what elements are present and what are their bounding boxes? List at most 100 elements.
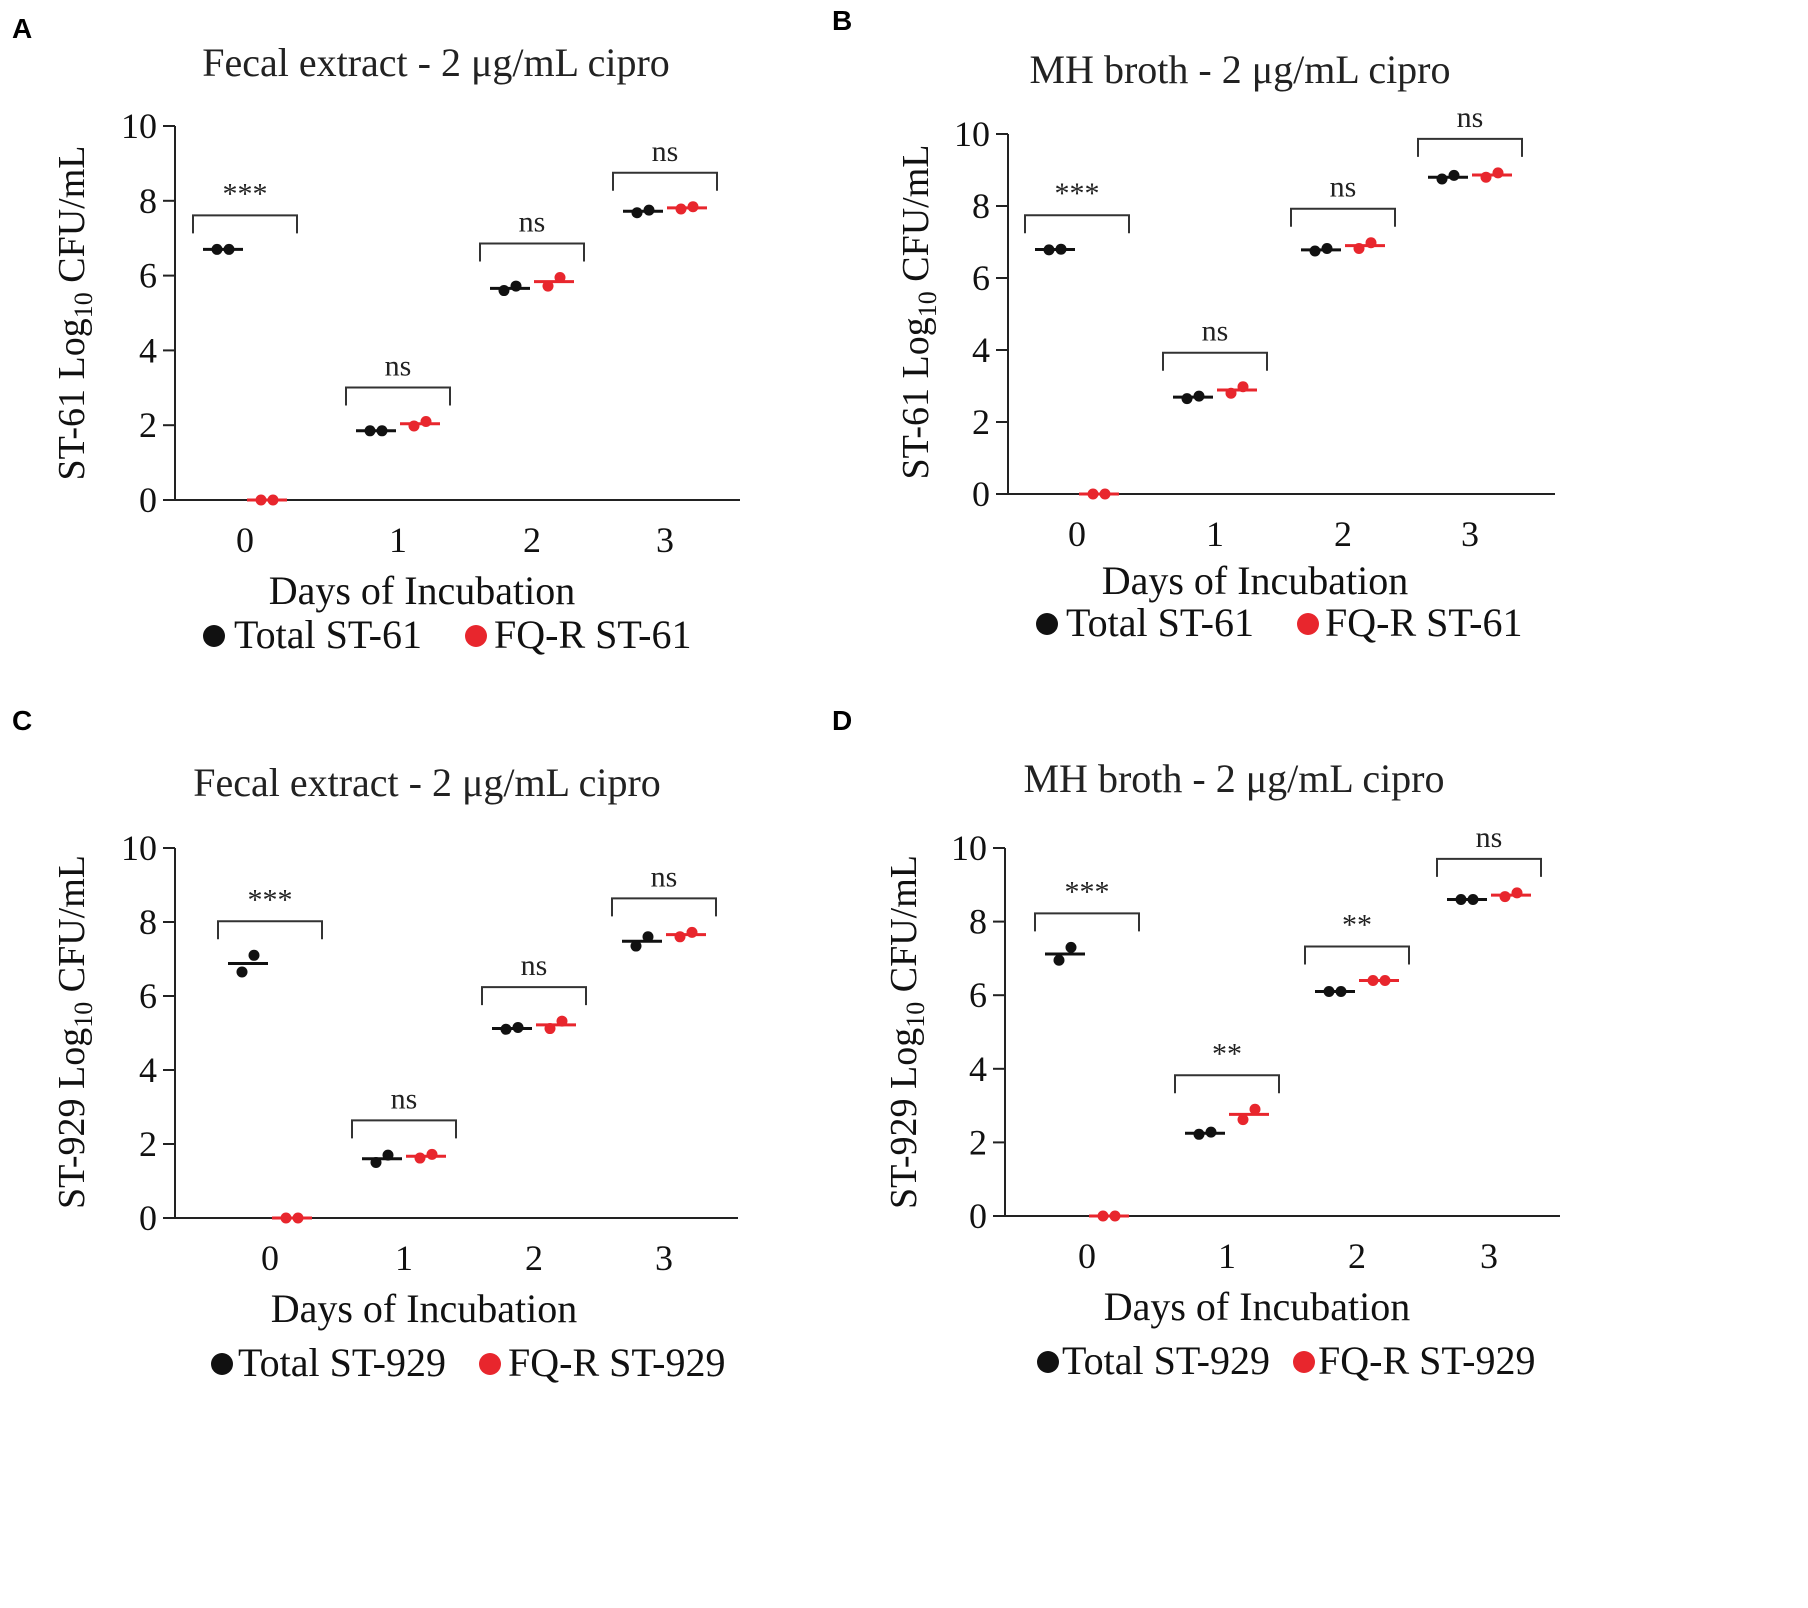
series-fq-r [1079,167,1512,500]
data-point [426,1148,438,1160]
x-tick-label: 2 [525,1238,543,1278]
significance-label: ns [652,135,679,168]
significance-label: ns [1202,315,1229,348]
data-point [556,1015,568,1027]
data-point [1499,891,1511,903]
y-axis-label-subscript: 10 [901,1002,930,1028]
legend-label-fq-r: FQ-R ST-61 [494,612,691,657]
data-point [280,1212,292,1224]
y-tick-label: 2 [139,405,157,445]
y-tick-label: 6 [139,976,157,1016]
data-point [1099,488,1111,500]
y-axis-label: ST-929 Log10 CFU/mL [51,855,98,1209]
legend-label-fq-r: FQ-R ST-61 [1325,600,1522,645]
chart-title: MH broth - 2 μg/mL cipro [1029,47,1450,92]
significance-label: ns [1457,101,1484,134]
significance-bracket [479,242,585,262]
significance-label: ** [1342,908,1372,941]
data-point [223,243,235,255]
significance-bracket [611,897,717,917]
panel-letter: A [12,13,32,44]
y-tick-label: 0 [972,474,990,514]
y-axis-label-subscript: 10 [913,291,942,317]
data-point [420,415,432,427]
legend-label-total: Total ST-61 [234,612,422,657]
data-point [542,280,554,292]
legend: Total ST-61 FQ-R ST-61 [203,612,691,657]
y-tick-label: 10 [121,106,157,146]
data-point [1193,390,1205,402]
y-tick-label: 0 [139,480,157,520]
data-point [1367,974,1379,986]
data-point [1321,242,1333,254]
data-point [1455,894,1467,906]
significance-label: ns [385,349,412,382]
x-tick-label: 0 [261,1238,279,1278]
x-axis-label: Days of Incubation [269,568,576,613]
data-point [1087,488,1099,500]
y-tick-label: 6 [139,256,157,296]
panel-letter: D [832,705,852,736]
significance-bracket [351,1119,457,1139]
data-point [1353,242,1365,254]
legend-marker-total [203,625,225,647]
significance-label: ns [651,860,678,893]
x-axis-label: Days of Incubation [271,1286,578,1331]
data-point [686,926,698,938]
y-tick-label: 4 [972,330,990,370]
data-point [500,1023,512,1035]
x-axis-label: Days of Incubation [1104,1284,1411,1329]
significance-bracket [1417,137,1523,157]
data-point [687,201,699,213]
data-point [675,203,687,215]
y-axis-label: ST-929 Log10 CFU/mL [883,855,930,1209]
panel-C: C Fecal extract - 2 μg/mL cipro ST-929 Log… [12,705,738,1385]
y-axis-label-suffix: CFU/mL [51,146,93,293]
data-point [414,1152,426,1164]
y-tick-label: 2 [139,1124,157,1164]
y-tick-label: 8 [139,902,157,942]
chart-title: Fecal extract - 2 μg/mL cipro [202,40,670,85]
significance-bracket [481,986,587,1006]
y-tick-label: 2 [969,1122,987,1162]
significance-bracket [1034,912,1140,932]
y-tick-label: 8 [969,902,987,942]
legend-marker-total [211,1353,233,1375]
series-fq-r [1089,887,1531,1222]
y-axis-label: ST-61 Log10 CFU/mL [895,145,942,480]
y-tick-label: 10 [954,114,990,154]
data-point [1205,1126,1217,1138]
data-point [267,494,279,506]
y-tick-label: 4 [139,330,157,370]
data-point [364,425,376,437]
data-point [408,420,420,432]
data-point [1237,1114,1249,1126]
data-point [674,931,686,943]
significance-label: ** [1212,1037,1242,1070]
y-tick-label: 6 [969,975,987,1015]
y-axis-label-subscript: 10 [69,1002,98,1028]
data-point [1309,245,1321,257]
legend-marker-fq-r [1293,1351,1315,1373]
significance-label: ns [391,1082,418,1115]
legend: Total ST-929 FQ-R ST-929 [211,1340,725,1385]
panel-letter: C [12,705,32,736]
data-point [1181,393,1193,405]
data-point [1225,387,1237,399]
data-point [554,271,566,283]
chart-title: Fecal extract - 2 μg/mL cipro [193,760,661,805]
x-tick-label: 1 [389,520,407,560]
data-point [544,1023,556,1035]
data-point [1237,381,1249,393]
y-tick-label: 0 [139,1198,157,1238]
x-tick-label: 3 [655,1238,673,1278]
y-tick-label: 4 [969,1049,987,1089]
data-point [512,1021,524,1033]
series-total [228,931,662,1168]
legend-label-total: Total ST-929 [1062,1338,1270,1383]
significance-label: *** [1065,875,1110,908]
data-point [1043,244,1055,256]
